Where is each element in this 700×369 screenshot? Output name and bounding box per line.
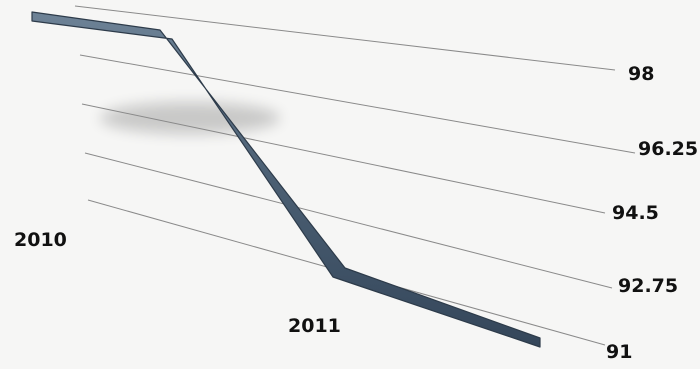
gridlines [75, 6, 635, 345]
x-category-label: 2011 [288, 315, 341, 337]
series-ribbon [32, 12, 540, 347]
y-tick-label: 91 [606, 341, 632, 363]
y-tick-label: 94.5 [612, 202, 659, 224]
x-category-label: 2010 [14, 229, 67, 251]
gridline [82, 104, 605, 213]
y-tick-label: 98 [628, 63, 654, 85]
gridline [85, 153, 612, 288]
gridline [75, 6, 615, 70]
series-line [32, 12, 540, 347]
y-tick-label: 92.75 [618, 275, 678, 297]
x-axis-categories: 2010 2011 [14, 229, 341, 337]
line-shadow-blob [100, 102, 280, 134]
y-axis-ticks: 98 96.25 94.5 92.75 91 [606, 63, 698, 363]
line-shadow [100, 102, 280, 134]
y-tick-label: 96.25 [638, 138, 698, 160]
